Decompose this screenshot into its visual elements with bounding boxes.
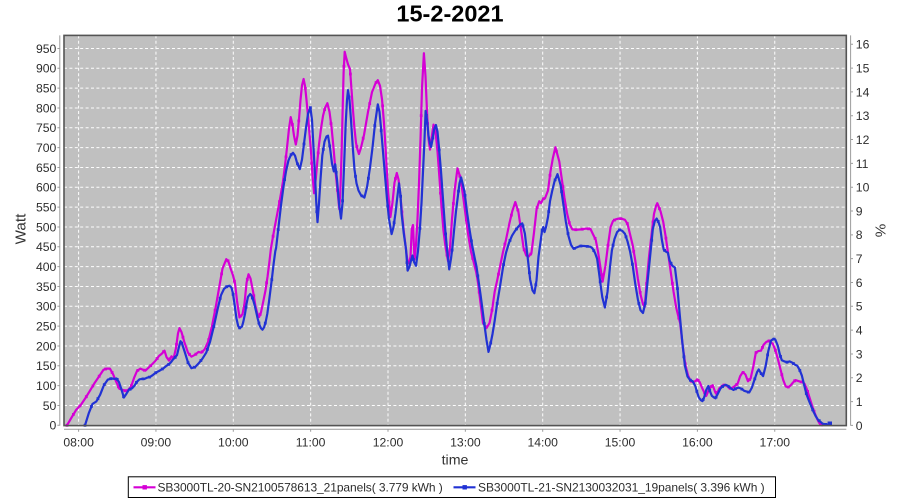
svg-text:0: 0 <box>50 419 57 433</box>
svg-text:250: 250 <box>36 320 57 334</box>
svg-text:4: 4 <box>856 324 863 338</box>
svg-text:14: 14 <box>856 85 870 99</box>
svg-text:3: 3 <box>856 347 863 361</box>
svg-text:200: 200 <box>36 339 57 353</box>
svg-text:50: 50 <box>43 399 57 413</box>
svg-text:09:00: 09:00 <box>141 436 172 450</box>
svg-text:800: 800 <box>36 101 57 115</box>
svg-text:300: 300 <box>36 300 57 314</box>
svg-text:650: 650 <box>36 161 57 175</box>
svg-text:11: 11 <box>856 157 869 171</box>
svg-text:16: 16 <box>856 38 870 52</box>
svg-text:time: time <box>442 453 469 469</box>
svg-text:11:00: 11:00 <box>296 436 326 450</box>
svg-text:8: 8 <box>856 228 863 242</box>
svg-text:100: 100 <box>36 379 57 393</box>
svg-text:9: 9 <box>856 204 863 218</box>
svg-text:10: 10 <box>856 181 870 195</box>
svg-text:600: 600 <box>36 181 57 195</box>
svg-text:500: 500 <box>36 220 57 234</box>
svg-text:16:00: 16:00 <box>682 436 713 450</box>
svg-text:5: 5 <box>856 300 863 314</box>
svg-text:14:00: 14:00 <box>527 436 558 450</box>
svg-text:950: 950 <box>36 42 57 56</box>
svg-text:400: 400 <box>36 260 57 274</box>
svg-text:SB3000TL-21-SN2130032031_19pan: SB3000TL-21-SN2130032031_19panels( 3.396… <box>478 481 765 495</box>
svg-text:1: 1 <box>856 395 863 409</box>
svg-text:850: 850 <box>36 82 57 96</box>
svg-text:450: 450 <box>36 240 57 254</box>
svg-text:15-2-2021: 15-2-2021 <box>396 1 503 27</box>
svg-text:10:00: 10:00 <box>218 436 249 450</box>
svg-text:15:00: 15:00 <box>605 436 636 450</box>
svg-text:%: % <box>871 224 888 238</box>
svg-text:08:00: 08:00 <box>63 436 94 450</box>
svg-text:13: 13 <box>856 109 870 123</box>
svg-text:12:00: 12:00 <box>373 436 404 450</box>
svg-text:12: 12 <box>856 133 870 147</box>
svg-text:550: 550 <box>36 201 57 215</box>
svg-text:0: 0 <box>856 419 863 433</box>
svg-text:150: 150 <box>36 359 57 373</box>
svg-text:17:00: 17:00 <box>760 436 791 450</box>
svg-text:350: 350 <box>36 280 57 294</box>
svg-text:15: 15 <box>856 62 870 76</box>
svg-text:Watt: Watt <box>12 213 29 244</box>
svg-text:700: 700 <box>36 141 57 155</box>
svg-text:6: 6 <box>856 276 863 290</box>
svg-text:13:00: 13:00 <box>450 436 481 450</box>
svg-text:SB3000TL-20-SN2100578613_21pan: SB3000TL-20-SN2100578613_21panels( 3.779… <box>158 481 443 495</box>
svg-text:7: 7 <box>856 252 863 266</box>
svg-text:900: 900 <box>36 62 57 76</box>
svg-text:2: 2 <box>856 371 863 385</box>
svg-text:750: 750 <box>36 121 57 135</box>
